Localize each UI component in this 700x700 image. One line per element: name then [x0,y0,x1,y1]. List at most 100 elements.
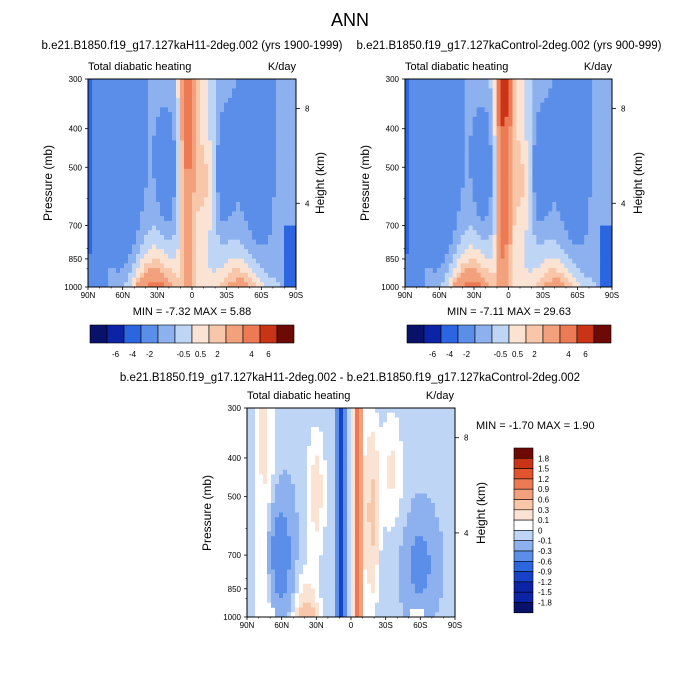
height-tick-label: 4 [621,199,626,208]
x-tick-label: 90N [240,621,255,630]
y-tick-label: 850 [69,255,83,264]
colorbar-box [259,324,278,344]
missing-data-patch [410,609,424,617]
main-title: ANN [330,10,370,30]
colorbar-box [406,324,425,344]
colorbar-box [513,571,534,583]
colorbar-label: 0.1 [538,516,550,525]
panel-1-heatmap [88,79,297,288]
colorbar-box [457,324,476,344]
y-tick-label: 700 [386,221,400,230]
panel-3-heatmap [247,408,456,618]
colorbar-label: 0.5 [512,350,524,359]
y-tick-label: 1000 [381,283,399,292]
height-tick-label: 4 [464,529,469,538]
colorbar-box [513,550,534,562]
colorbar-box [513,602,534,614]
x-tick-label: 60S [413,621,427,630]
colorbar-box [513,591,534,603]
colorbar-difference: 1.81.51.20.90.60.30.10-0.1-0.3-0.6-0.9-1… [513,447,552,614]
colorbar-box [513,530,534,542]
y-tick-label: 400 [386,125,400,134]
x-tick-label: 90S [289,291,303,300]
colorbar-label: 1.8 [538,454,550,463]
colorbar-label: 6 [583,350,588,359]
panel-2-left-label: Total diabatic heating [405,61,509,73]
colorbar-label: -6 [429,350,437,359]
colorbar-box [491,324,510,344]
panel-1-left-label: Total diabatic heating [88,61,192,73]
y-tick-label: 400 [69,125,83,134]
panel-1-stats: MIN = -7.32 MAX = 5.88 [132,306,252,318]
panel-3-left-label: Total diabatic heating [247,390,351,402]
panel-1-ylabel: Pressure (mb) [41,144,55,222]
y-tick-label: 500 [69,163,83,172]
x-tick-label: 60N [432,291,447,300]
x-tick-label: 30N [150,291,165,300]
colorbar-box [276,324,295,344]
panel-3-title: b.e21.B1850.f19_g17.127kaH11-2deg.002 - … [119,372,581,384]
y-tick-label: 1000 [223,613,241,622]
colorbar-box [208,324,227,344]
colorbar-label: 1.5 [538,465,550,474]
colorbar-label: -1.8 [538,599,552,608]
colorbar-box [508,324,527,344]
panel-3-units-label: K/day [425,390,454,402]
x-tick-label: 30S [379,621,393,630]
x-tick-label: 60S [254,291,268,300]
y-tick-label: 850 [386,255,400,264]
y-tick-label: 850 [228,585,242,594]
x-tick-label: 90N [81,291,96,300]
missing-data-patch [268,608,275,617]
colorbar-box [559,324,578,344]
colorbar-label: -6 [112,350,120,359]
colorbar-top-left: -6 -4 -2 -0.5 0.5 2 4 6 [89,324,295,359]
y-tick-label: 700 [69,221,83,230]
colorbar-label: 0.5 [195,350,207,359]
colorbar-box [513,468,534,480]
colorbar-label: -0.6 [538,557,552,566]
colorbar-label: 4 [249,350,254,359]
panel-2-title: b.e21.B1850.f19_g17.127kaControl-2deg.00… [356,40,662,52]
colorbar-label: -2 [146,350,154,359]
colorbar-label: 2 [215,350,220,359]
colorbar-label: -0.5 [494,350,508,359]
colorbar-box [89,324,108,344]
panel-3-stats: MIN = -1.70 MAX = 1.90 [476,420,595,432]
height-tick-label: 8 [464,434,469,443]
y-tick-label: 300 [228,404,242,413]
y-tick-label: 300 [69,75,83,84]
height-tick-label: 4 [305,199,310,208]
colorbar-box [513,519,534,531]
y-tick-label: 500 [386,163,400,172]
y-tick-label: 1000 [64,283,82,292]
x-tick-label: 90S [605,291,619,300]
y-tick-label: 700 [228,551,242,560]
colorbar-box [542,324,561,344]
colorbar-label: 0.6 [538,496,550,505]
x-tick-label: 90S [448,621,462,630]
panel-1-units-label: K/day [267,61,296,73]
y-tick-label: 300 [386,75,400,84]
x-tick-label: 0 [349,621,354,630]
colorbar-box [525,324,544,344]
colorbar-label: 0.9 [538,485,550,494]
colorbar-label: -0.3 [538,547,552,556]
x-tick-label: 30S [220,291,234,300]
colorbar-box [513,457,534,469]
colorbar-box [593,324,612,344]
colorbar-label: 1.2 [538,475,550,484]
panel-2-units-label: K/day [583,61,612,73]
panel-2-heatmap [405,79,613,288]
colorbar-label: 0 [538,526,543,535]
colorbar-box [225,324,244,344]
colorbar-box [174,324,193,344]
colorbar-box [513,560,534,572]
x-tick-label: 60N [115,291,130,300]
colorbar-box [513,478,534,490]
colorbar-box [474,324,493,344]
colorbar-box [123,324,142,344]
colorbar-label: -0.1 [538,537,552,546]
colorbar-label: -4 [446,350,454,359]
